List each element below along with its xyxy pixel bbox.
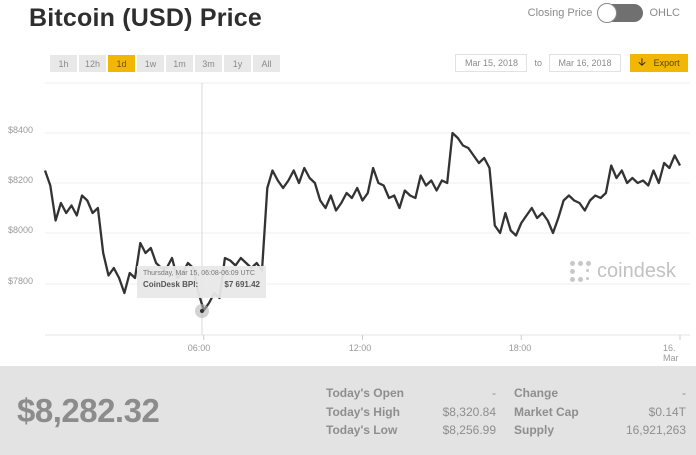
stat-value: - <box>682 386 686 400</box>
stat-label: Market Cap <box>514 404 579 419</box>
toggle-knob <box>597 3 618 23</box>
export-label: Export <box>653 58 680 68</box>
y-tick-label: $8200 <box>8 175 34 185</box>
range-all-button[interactable]: All <box>253 55 280 72</box>
watermark-text: coindesk <box>597 260 676 282</box>
x-ticks <box>203 335 681 340</box>
range-selector: 1h 12h 1d 1w 1m 3m 1y All <box>50 55 280 72</box>
stat-value: $8,256.99 <box>442 423 496 437</box>
current-price: $8,282.32 <box>17 392 160 429</box>
x-tick-label: 12:00 <box>348 343 372 353</box>
stat-value: $0.14T <box>648 404 686 419</box>
hover-marker <box>195 304 209 318</box>
range-3m-button[interactable]: 3m <box>195 55 222 72</box>
export-button[interactable]: 🡣 Export <box>630 54 688 72</box>
stats-left: Today's Open - Today's High $8,320.84 Toda… <box>326 386 496 442</box>
y-tick-label: $7800 <box>8 276 34 286</box>
stat-label: Today's High <box>326 404 400 419</box>
range-1w-button[interactable]: 1w <box>137 55 164 72</box>
tooltip-time: Thursday, Mar 15, 06:08-06:09 UTC <box>143 270 255 277</box>
stat-value: - <box>492 386 496 400</box>
stat-value: $8,320.84 <box>442 404 496 419</box>
download-arrow-icon: 🡣 <box>638 56 646 68</box>
stat-label: Today's Open <box>326 386 404 400</box>
stat-label: Change <box>514 386 559 400</box>
y-tick-label: $8400 <box>8 125 34 135</box>
price-summary: $8,282.32 Today's Open - Today's High $8,3… <box>0 366 696 455</box>
stats-right: Change - Market Cap $0.14T Supply 16,921,26… <box>514 386 686 442</box>
range-1y-button[interactable]: 1y <box>224 55 251 72</box>
range-1d-button[interactable]: 1d <box>108 55 135 72</box>
start-date-input[interactable]: Mar 15, 2018 <box>455 54 528 72</box>
date-range-controls: Mar 15, 2018 to Mar 16, 2018 🡣 Export <box>455 54 688 72</box>
x-tick-label: 06:00 <box>187 343 211 353</box>
page-title: Bitcoin (USD) Price <box>29 4 262 32</box>
stat-value: 16,921,263 <box>625 423 686 437</box>
stat-label: Supply <box>514 423 555 437</box>
range-1h-button[interactable]: 1h <box>50 55 77 72</box>
ohlc-label: OHLC <box>649 7 680 19</box>
closing-price-label: Closing Price <box>527 7 593 19</box>
stat-label: Today's Low <box>326 423 398 437</box>
chart-tooltip: Thursday, Mar 15, 06:08-06:09 UTC CoinDe… <box>137 266 266 298</box>
coindesk-logo-icon <box>570 260 592 283</box>
y-tick-label: $8000 <box>8 225 34 235</box>
x-tick-label: 16. Mar <box>663 343 679 363</box>
price-mode-toggle[interactable] <box>597 3 644 23</box>
coindesk-watermark: coindesk <box>570 260 676 283</box>
range-12h-button[interactable]: 12h <box>79 55 106 72</box>
range-1m-button[interactable]: 1m <box>166 55 193 72</box>
price-line <box>43 131 682 312</box>
end-date-input[interactable]: Mar 16, 2018 <box>549 54 621 72</box>
tooltip-value: $7 691.42 <box>224 280 260 289</box>
x-tick-label: 18:00 <box>508 343 532 353</box>
price-chart[interactable] <box>0 80 696 365</box>
date-separator: to <box>534 58 542 68</box>
tooltip-series-label: CoinDesk BPI: <box>143 280 199 289</box>
price-mode-toggle-group: Closing Price OHLC <box>527 3 680 23</box>
